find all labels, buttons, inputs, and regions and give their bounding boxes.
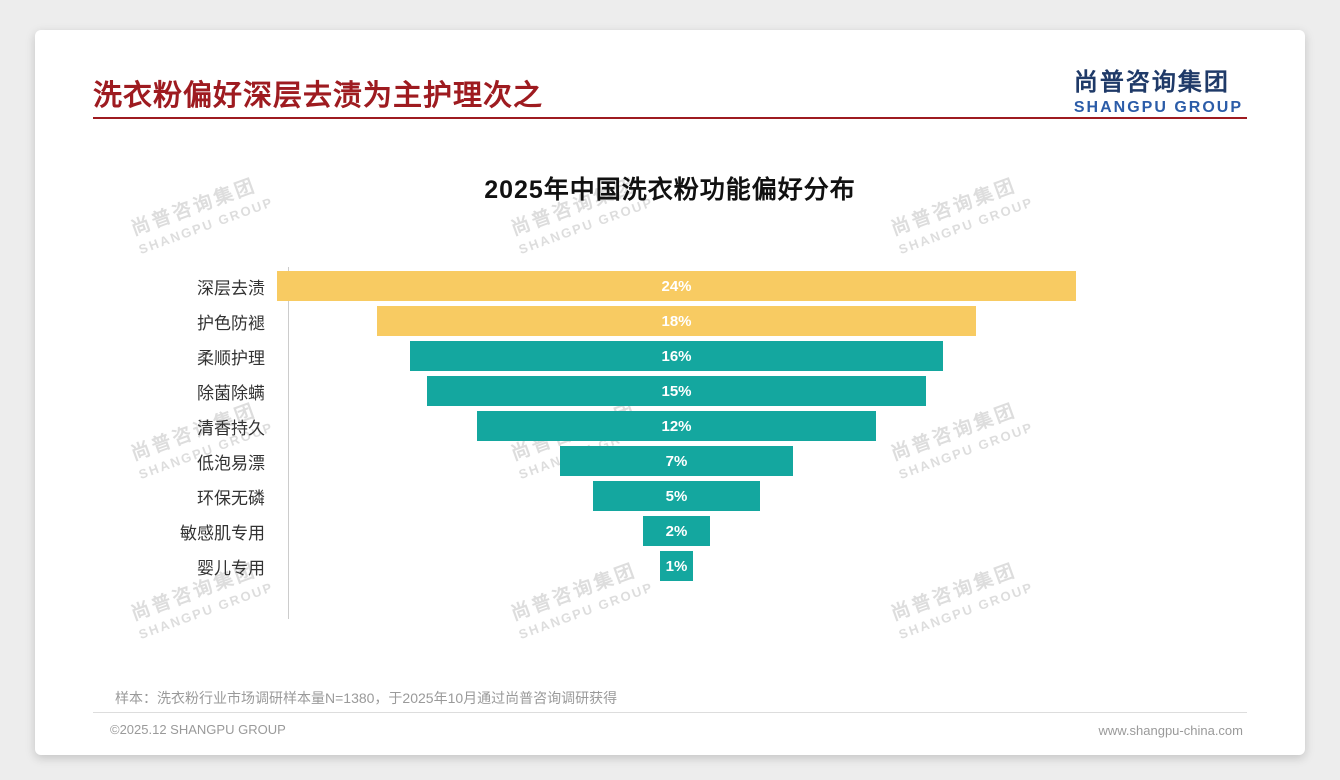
- category-label: 低泡易漂: [197, 453, 265, 473]
- category-label: 婴儿专用: [197, 558, 265, 578]
- bar-region: 5%: [277, 481, 1076, 511]
- logo-text-cn: 尚普咨询集团: [1073, 69, 1230, 96]
- bar-region: 16%: [277, 341, 1076, 371]
- sample-note: 样本：洗衣粉行业市场调研样本量N=1380，于2025年10月通过尚普咨询调研获…: [115, 690, 618, 706]
- bar-value-label: 15%: [661, 382, 692, 400]
- category-label: 护色防褪: [197, 313, 265, 333]
- watermark-text-en: SHANGPU GROUP: [136, 579, 276, 643]
- chart-title: 2025年中国洗衣粉功能偏好分布: [484, 176, 856, 204]
- funnel-row: 低泡易漂 7%: [93, 446, 1089, 476]
- bar-value-label: 24%: [661, 277, 692, 295]
- bar-region: 12%: [277, 411, 1076, 441]
- funnel-row: 护色防褪 18%: [93, 306, 1089, 336]
- page-title: 洗衣粉偏好深层去渍为主护理次之: [93, 80, 544, 112]
- y-axis-line: [288, 267, 289, 619]
- funnel-bar: 2%: [643, 516, 710, 546]
- bar-value-label: 5%: [665, 487, 688, 505]
- funnel-bar: 12%: [476, 411, 877, 441]
- company-logo: 尚普咨询集团 SHANGPU GROUP: [1074, 62, 1243, 117]
- bar-value-label: 16%: [661, 347, 692, 365]
- funnel-row: 柔顺护理 16%: [93, 341, 1089, 371]
- category-label: 除菌除螨: [197, 383, 265, 403]
- watermark-text-en: SHANGPU GROUP: [516, 579, 656, 643]
- funnel-bar: 16%: [410, 341, 943, 371]
- footer-divider: [93, 712, 1247, 713]
- bar-region: 24%: [277, 271, 1076, 301]
- bar-value-label: 12%: [661, 417, 692, 435]
- footer-copyright: ©2025.12 SHANGPU GROUP: [110, 722, 286, 737]
- bar-region: 15%: [277, 376, 1076, 406]
- funnel-bar: 5%: [593, 481, 760, 511]
- funnel-bar: 15%: [426, 376, 927, 406]
- funnel-row: 清香持久 12%: [93, 411, 1089, 441]
- funnel-row: 环保无磷 5%: [93, 481, 1089, 511]
- funnel-bar: 1%: [659, 551, 694, 581]
- report-slide: 尚普咨询集团 SHANGPU GROUP 尚普咨询集团 SHANGPU GROUP 尚普…: [35, 30, 1305, 755]
- header-divider: [93, 117, 1247, 119]
- bar-region: 18%: [277, 306, 1076, 336]
- category-label: 环保无磷: [197, 488, 265, 508]
- funnel-chart: 深层去渍 24% 护色防褪 18% 柔顺护理 16% 除菌除螨 15% 清香持久 12% 低泡易漂 7…: [93, 271, 1089, 586]
- funnel-row: 敏感肌专用 2%: [93, 516, 1089, 546]
- category-label: 敏感肌专用: [180, 523, 265, 543]
- category-label: 深层去渍: [197, 278, 265, 298]
- funnel-row: 除菌除螨 15%: [93, 376, 1089, 406]
- bar-value-label: 1%: [665, 557, 688, 575]
- funnel-bar: 24%: [277, 271, 1076, 301]
- bar-value-label: 7%: [665, 452, 688, 470]
- funnel-bar: 7%: [559, 446, 794, 476]
- bar-region: 1%: [277, 551, 1076, 581]
- category-label: 清香持久: [197, 418, 265, 438]
- bar-value-label: 2%: [665, 522, 688, 540]
- funnel-row: 深层去渍 24%: [93, 271, 1089, 301]
- bar-region: 2%: [277, 516, 1076, 546]
- logo-text-en: SHANGPU GROUP: [1073, 99, 1243, 116]
- funnel-bar: 18%: [376, 306, 977, 336]
- funnel-row: 婴儿专用 1%: [93, 551, 1089, 581]
- bar-value-label: 18%: [661, 312, 692, 330]
- category-label: 柔顺护理: [197, 348, 265, 368]
- bar-region: 7%: [277, 446, 1076, 476]
- watermark-text-en: SHANGPU GROUP: [896, 579, 1036, 643]
- footer-website: www.shangpu-china.com: [1098, 723, 1243, 738]
